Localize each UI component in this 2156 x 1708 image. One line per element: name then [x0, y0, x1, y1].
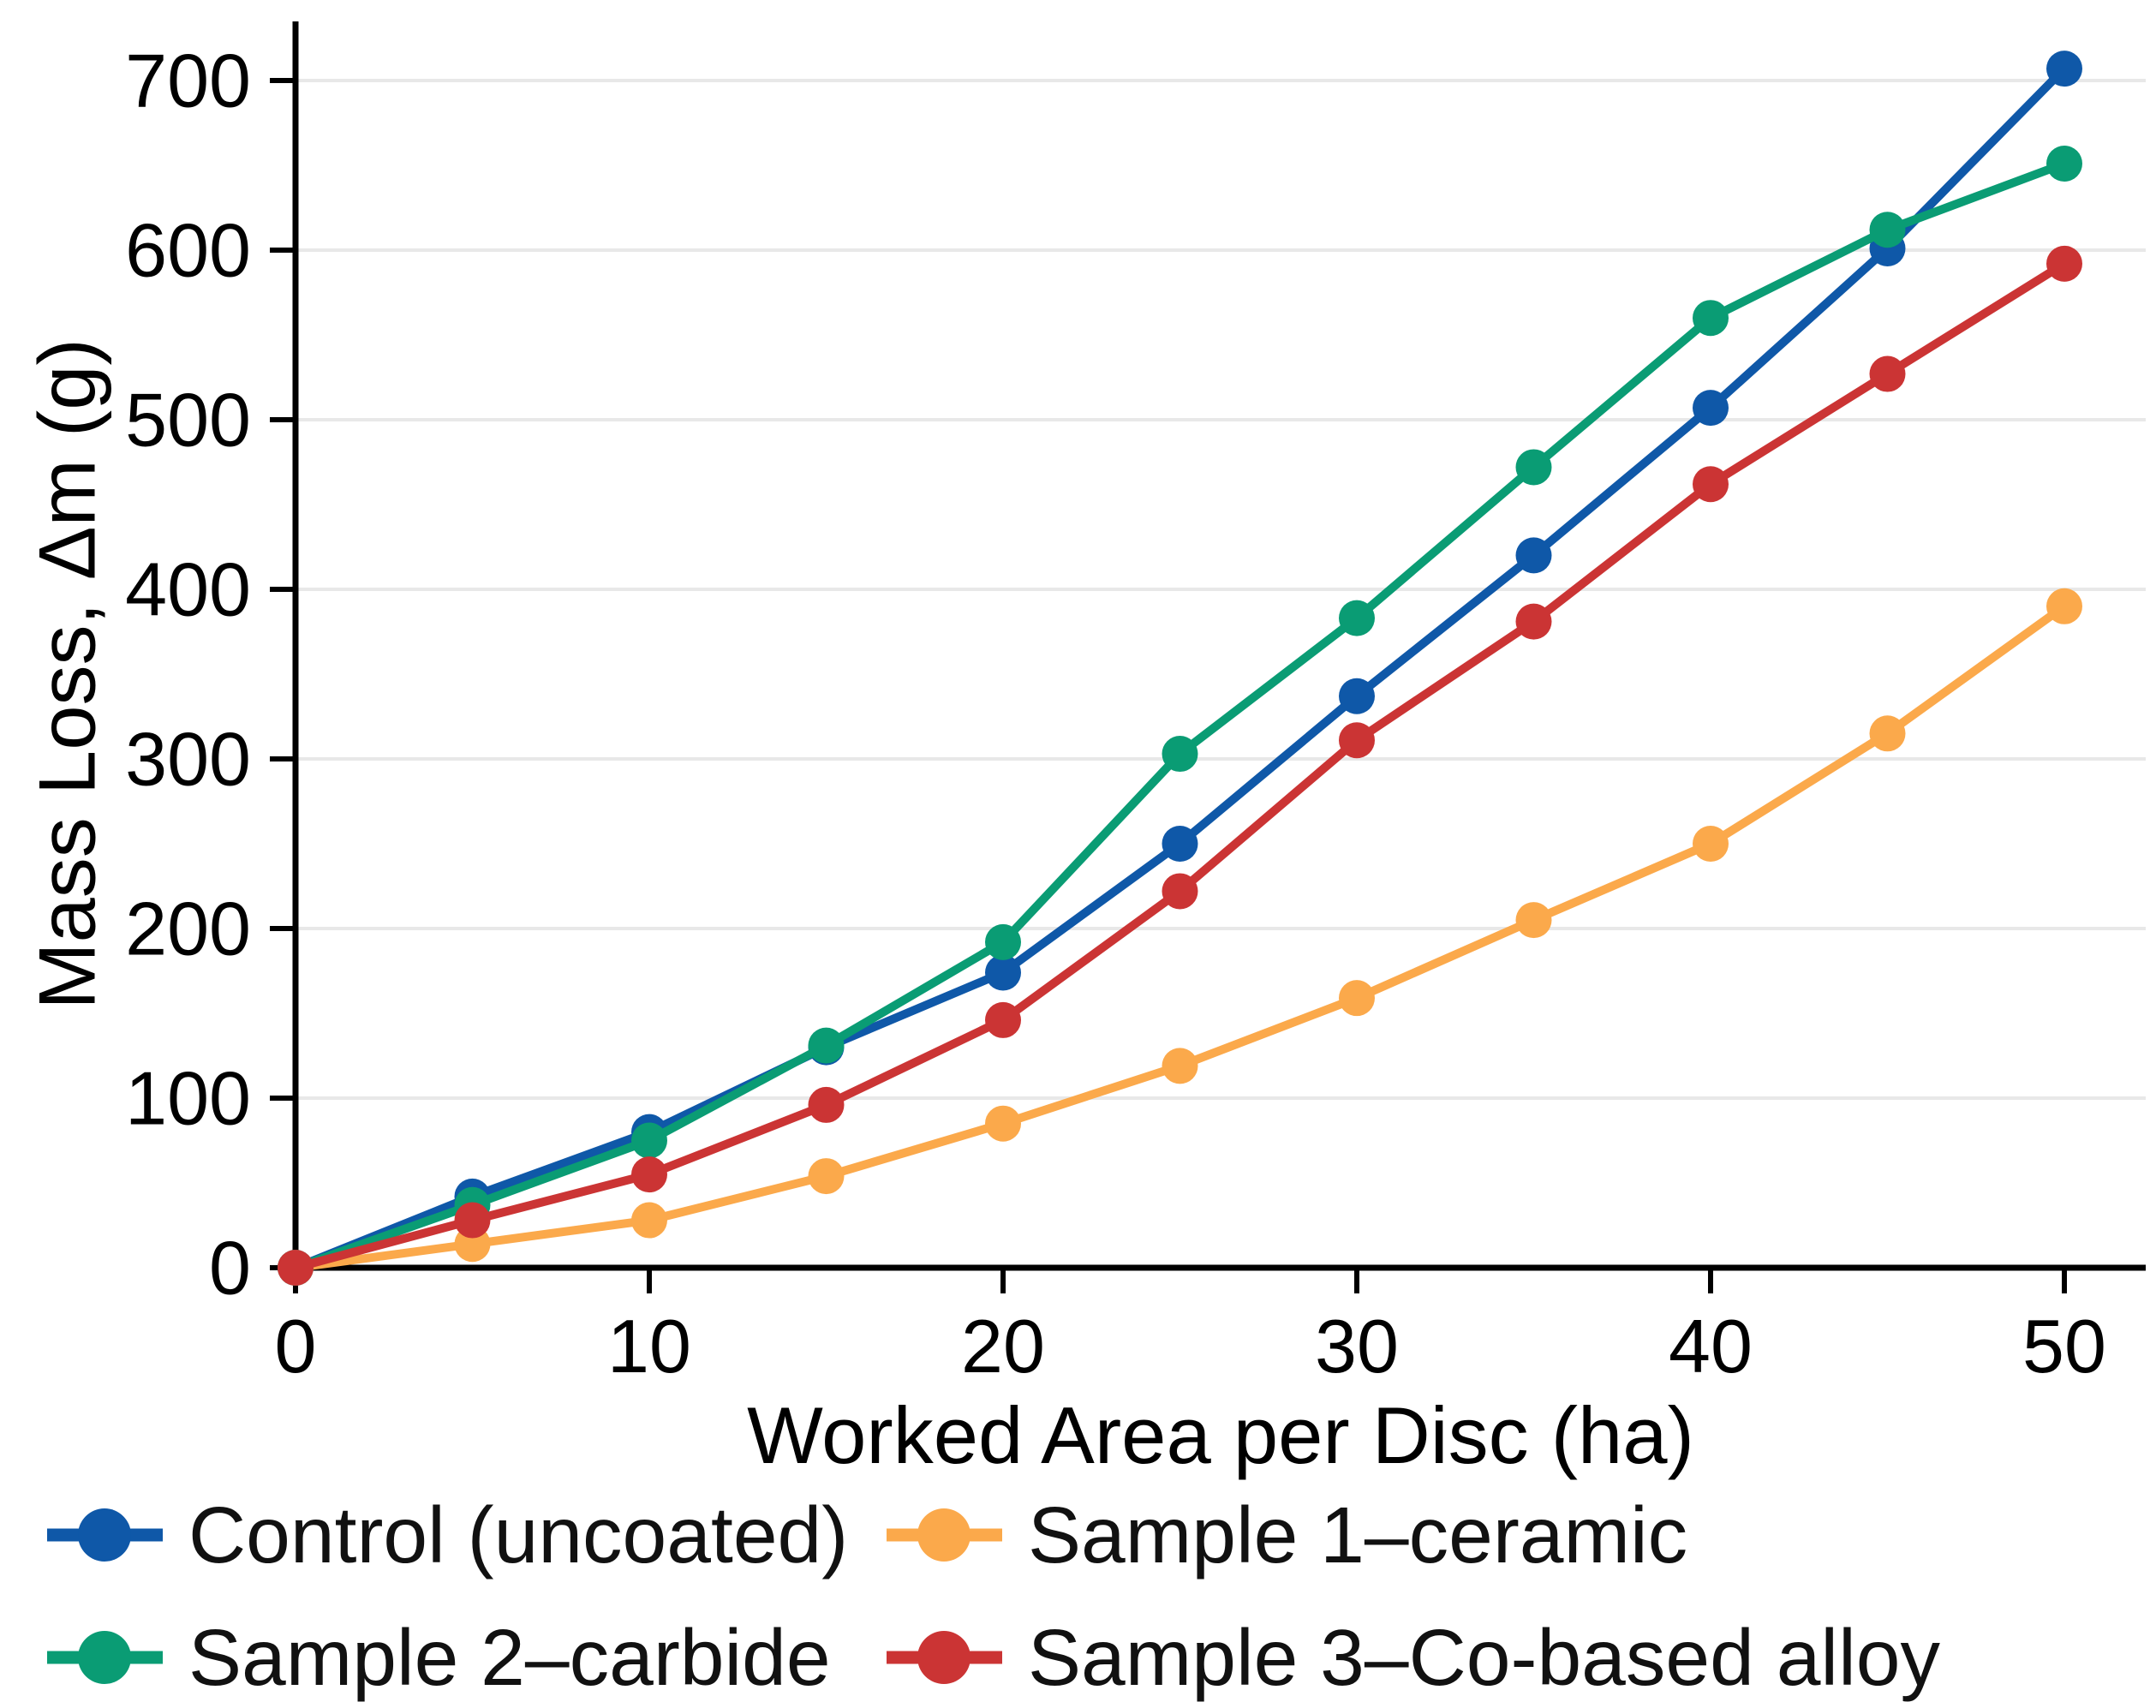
data-point-marker [1162, 873, 1198, 910]
data-point-marker [2046, 245, 2082, 282]
legend-item: Sample 2–carbide [47, 1613, 887, 1702]
data-point-marker [985, 1001, 1021, 1038]
data-point-marker [1339, 722, 1375, 759]
x-tick-label-30: 30 [1315, 1304, 1399, 1388]
data-point-marker [2046, 588, 2082, 624]
legend-item: Sample 3–Co-based alloy [887, 1613, 2137, 1702]
series-Sample 3–Co-based alloy [278, 245, 2082, 1286]
y-tick-label-100: 100 [125, 1056, 251, 1141]
data-point-marker [1515, 537, 1552, 574]
data-point-marker [808, 1027, 845, 1064]
legend-label: Sample 1–ceramic [1028, 1490, 1688, 1580]
data-point-marker [1339, 678, 1375, 714]
legend-swatch [887, 1508, 1002, 1562]
legend-marker-dot [917, 1508, 970, 1562]
data-point-marker [1162, 1048, 1198, 1084]
y-axis-title: Mass Loss, Δm (g) [22, 338, 112, 1010]
data-point-marker [1693, 826, 1729, 862]
legend-swatch [47, 1631, 163, 1684]
legend-label: Sample 2–carbide [188, 1612, 831, 1702]
chart-legend: Control (uncoated) Sample 1–ceramic Sample… [47, 1490, 2137, 1702]
legend-item: Control (uncoated) [47, 1490, 887, 1580]
legend-marker-dot [917, 1631, 970, 1684]
x-tick-label-10: 10 [607, 1304, 691, 1388]
x-tick-label-20: 20 [961, 1304, 1045, 1388]
series-Control (uncoated) [278, 51, 2082, 1286]
y-tick-label-400: 400 [125, 547, 251, 632]
y-tick-label-0: 0 [209, 1226, 251, 1311]
data-point-marker [985, 1105, 1021, 1142]
series-Sample 1–ceramic [278, 588, 2082, 1286]
x-axis-title: Worked Area per Disc (ha) [747, 1390, 1694, 1480]
series-layer [278, 51, 2082, 1286]
legend-label: Sample 3–Co-based alloy [1028, 1612, 1940, 1702]
data-point-marker [1515, 449, 1552, 486]
data-point-marker [808, 1086, 845, 1123]
y-tick-label-300: 300 [125, 717, 251, 802]
data-point-marker [1515, 902, 1552, 939]
axes [270, 21, 2146, 1293]
data-point-marker [1869, 715, 1906, 752]
data-point-marker [985, 954, 1021, 991]
x-tick-label-40: 40 [1669, 1304, 1753, 1388]
data-point-marker [631, 1156, 667, 1193]
data-point-marker [2046, 51, 2082, 87]
data-point-marker [1515, 603, 1552, 640]
gridlines [296, 79, 2146, 1100]
data-point-marker [2046, 146, 2082, 182]
legend-marker-dot [78, 1631, 131, 1684]
data-point-marker [1693, 390, 1729, 427]
data-point-marker [1339, 980, 1375, 1017]
tick-labels: 0 100 200 300 400 500 600 700 0 10 20 30 40 50 [125, 39, 2106, 1389]
data-point-marker [1869, 355, 1906, 392]
y-tick-label-200: 200 [125, 887, 251, 971]
data-point-marker [1869, 212, 1906, 248]
legend-item: Sample 1–ceramic [887, 1490, 2137, 1580]
data-point-marker [1693, 300, 1729, 337]
data-point-marker [808, 1158, 845, 1195]
legend-label: Control (uncoated) [188, 1490, 849, 1580]
data-point-marker [1693, 466, 1729, 503]
data-point-marker [1162, 736, 1198, 773]
data-point-marker [454, 1202, 491, 1239]
data-point-marker [631, 1122, 667, 1159]
y-tick-label-500: 500 [125, 378, 251, 463]
legend-marker-dot [78, 1508, 131, 1562]
data-point-marker [985, 923, 1021, 960]
x-tick-label-50: 50 [2022, 1304, 2106, 1388]
data-point-marker [631, 1202, 667, 1239]
y-tick-label-600: 600 [125, 208, 251, 293]
data-point-marker [278, 1250, 314, 1286]
x-tick-label-0: 0 [275, 1304, 317, 1388]
data-point-marker [1339, 600, 1375, 636]
legend-swatch [47, 1508, 163, 1562]
data-point-marker [1162, 826, 1198, 862]
y-tick-label-700: 700 [125, 39, 251, 123]
legend-swatch [887, 1631, 1002, 1684]
